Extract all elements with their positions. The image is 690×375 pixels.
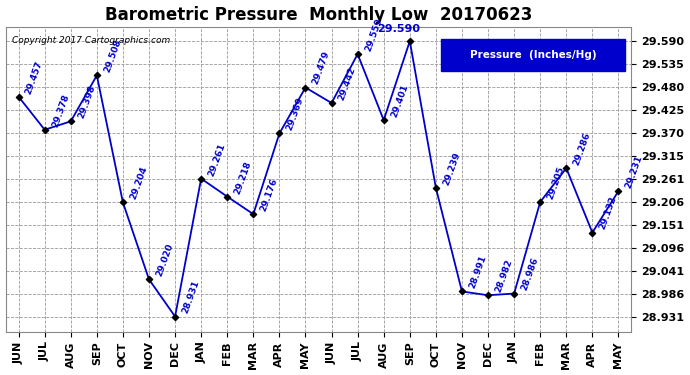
Text: 29.132: 29.132 bbox=[598, 195, 618, 231]
Point bbox=[586, 230, 598, 236]
Text: 29.508: 29.508 bbox=[102, 38, 123, 74]
Text: Copyright 2017 Cartographics.com: Copyright 2017 Cartographics.com bbox=[12, 36, 170, 45]
Point bbox=[221, 194, 233, 200]
Text: 29.401: 29.401 bbox=[389, 83, 410, 119]
Text: 29.231: 29.231 bbox=[624, 154, 644, 190]
FancyBboxPatch shape bbox=[441, 39, 625, 71]
Title: Barometric Pressure  Monthly Low  20170623: Barometric Pressure Monthly Low 20170623 bbox=[105, 6, 532, 24]
Text: 29.442: 29.442 bbox=[337, 66, 357, 102]
Point bbox=[144, 276, 155, 282]
Text: 29.205: 29.205 bbox=[546, 165, 566, 201]
Point bbox=[196, 176, 207, 181]
Point bbox=[378, 117, 389, 123]
Point bbox=[39, 127, 50, 133]
Point bbox=[352, 51, 363, 57]
Text: 29.020: 29.020 bbox=[155, 243, 175, 278]
Point bbox=[456, 288, 467, 294]
Point bbox=[509, 291, 520, 297]
Text: 28.986: 28.986 bbox=[520, 256, 540, 292]
Point bbox=[613, 188, 624, 194]
Text: 28.982: 28.982 bbox=[493, 258, 514, 294]
Point bbox=[482, 292, 493, 298]
Point bbox=[404, 38, 415, 44]
Text: 29.261: 29.261 bbox=[207, 141, 227, 177]
Text: Pressure  (Inches/Hg): Pressure (Inches/Hg) bbox=[470, 50, 597, 60]
Text: 29.457: 29.457 bbox=[24, 59, 45, 95]
Text: 29.479: 29.479 bbox=[311, 50, 331, 86]
Text: 28.991: 28.991 bbox=[468, 254, 488, 290]
Text: 29.176: 29.176 bbox=[259, 177, 279, 213]
Point bbox=[170, 314, 181, 320]
Point bbox=[248, 211, 259, 217]
Text: 29.590: 29.590 bbox=[377, 24, 420, 34]
Text: 29.369: 29.369 bbox=[285, 96, 306, 132]
Text: 29.286: 29.286 bbox=[572, 131, 592, 167]
Point bbox=[300, 84, 311, 90]
Point bbox=[431, 185, 442, 191]
Point bbox=[326, 100, 337, 106]
Text: 29.378: 29.378 bbox=[50, 93, 70, 128]
Point bbox=[274, 130, 285, 136]
Text: 28.931: 28.931 bbox=[181, 279, 201, 315]
Text: 29.559: 29.559 bbox=[363, 17, 384, 53]
Text: 29.398: 29.398 bbox=[77, 84, 97, 120]
Point bbox=[117, 200, 128, 206]
Text: 29.204: 29.204 bbox=[128, 165, 149, 201]
Point bbox=[91, 72, 102, 78]
Text: 29.218: 29.218 bbox=[233, 159, 253, 195]
Point bbox=[535, 199, 546, 205]
Point bbox=[66, 118, 77, 124]
Text: 29.239: 29.239 bbox=[442, 151, 462, 186]
Point bbox=[13, 94, 24, 100]
Point bbox=[561, 165, 572, 171]
